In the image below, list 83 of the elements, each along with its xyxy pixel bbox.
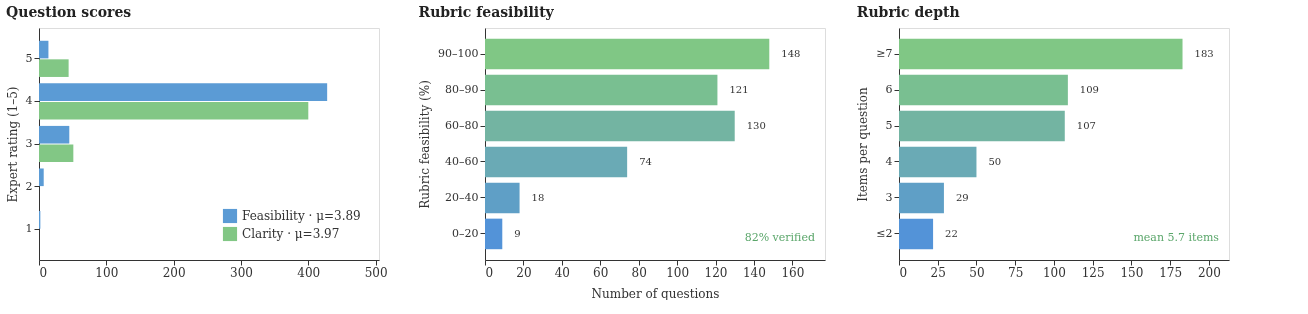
y-tick-label: ≤2 (876, 226, 893, 240)
y-axis-title: Expert rating (1–5) (5, 86, 20, 203)
bar (899, 146, 977, 178)
y-tick-label: 5 (885, 119, 893, 133)
data-label: 9 (514, 227, 521, 239)
y-tick-label: 60–80 (445, 119, 479, 133)
x-tick-label: 0 (485, 265, 494, 280)
legend-label: Feasibility · μ=3.89 (242, 209, 361, 223)
x-tick-label: 175 (1159, 265, 1183, 280)
y-tick-label: 4 (25, 94, 33, 108)
x-tick-label: 0 (39, 265, 48, 280)
x-tick-label: 160 (781, 265, 805, 280)
data-label: 50 (988, 155, 1002, 167)
bar (485, 182, 520, 214)
bar (39, 40, 49, 59)
bar (899, 38, 1183, 70)
y-tick-label: 4 (885, 154, 893, 168)
bar (39, 59, 69, 77)
data-label: 121 (729, 84, 749, 96)
y-tick-label: 40–60 (445, 154, 479, 168)
y-tick-label: 3 (25, 137, 33, 150)
x-tick-label: 75 (1008, 265, 1024, 280)
bar (485, 110, 735, 142)
bar (485, 74, 718, 106)
data-label: 18 (531, 191, 545, 203)
x-tick-label: 200 (1197, 265, 1221, 280)
data-label: 107 (1076, 120, 1096, 132)
data-label: 130 (746, 120, 766, 132)
legend-label: Clarity · μ=3.97 (242, 227, 340, 241)
bar (485, 38, 770, 70)
x-tick-label: 40 (554, 265, 570, 280)
bar (485, 218, 503, 250)
bar (899, 218, 934, 250)
bar (39, 168, 44, 187)
x-tick-label: 300 (230, 265, 253, 280)
x-tick-label: 100 (1042, 265, 1066, 280)
annotation: 82% verified (744, 231, 815, 244)
x-tick-label: 400 (297, 265, 321, 280)
x-tick-label: 50 (969, 265, 985, 280)
data-label: 109 (1079, 84, 1099, 96)
bar (39, 125, 70, 144)
chart-title: Rubric depth (856, 4, 960, 20)
data-label: 29 (955, 191, 969, 203)
chart-title: Rubric feasibility (418, 4, 555, 20)
data-label: 148 (781, 48, 801, 60)
x-tick-label: 150 (1120, 265, 1144, 280)
x-tick-label: 20 (516, 265, 532, 280)
y-tick-label: 6 (885, 83, 893, 97)
y-tick-label: 3 (885, 190, 893, 204)
x-tick-label: 60 (593, 265, 609, 280)
data-label: 74 (639, 155, 652, 167)
data-label: 183 (1194, 48, 1214, 60)
x-tick-label: 25 (930, 265, 946, 280)
x-tick-label: 0 (899, 265, 908, 280)
y-tick-label: 1 (25, 222, 33, 236)
x-tick-label: 500 (364, 265, 388, 280)
x-tick-label: 125 (1081, 265, 1105, 280)
y-tick-label: 90–100 (438, 47, 479, 61)
bar (485, 146, 628, 178)
y-tick-label: 0–20 (452, 226, 479, 240)
y-tick-label: 5 (25, 51, 33, 65)
y-axis-title: Items per question (856, 86, 871, 202)
x-axis-title: Number of questions (591, 286, 720, 301)
bar (39, 83, 328, 101)
annotation: mean 5.7 items (1133, 231, 1220, 244)
x-tick-label: 80 (631, 265, 647, 280)
x-tick-label: 100 (666, 265, 690, 280)
x-tick-label: 200 (162, 265, 186, 280)
x-tick-label: 120 (704, 265, 728, 280)
bar (39, 101, 309, 120)
bar (899, 110, 1065, 142)
y-tick-label: 2 (25, 179, 33, 193)
bar (899, 74, 1068, 106)
x-tick-label: 100 (95, 265, 119, 280)
y-axis-title: Rubric feasibility (%) (418, 80, 433, 209)
data-label: 22 (945, 227, 958, 239)
bar (39, 144, 74, 163)
x-tick-label: 140 (742, 265, 766, 280)
chart-title: Question scores (6, 4, 132, 20)
y-tick-label: ≥7 (876, 47, 893, 61)
y-tick-label: 20–40 (445, 190, 479, 204)
bar (899, 182, 944, 214)
y-tick-label: 80–90 (445, 83, 479, 97)
